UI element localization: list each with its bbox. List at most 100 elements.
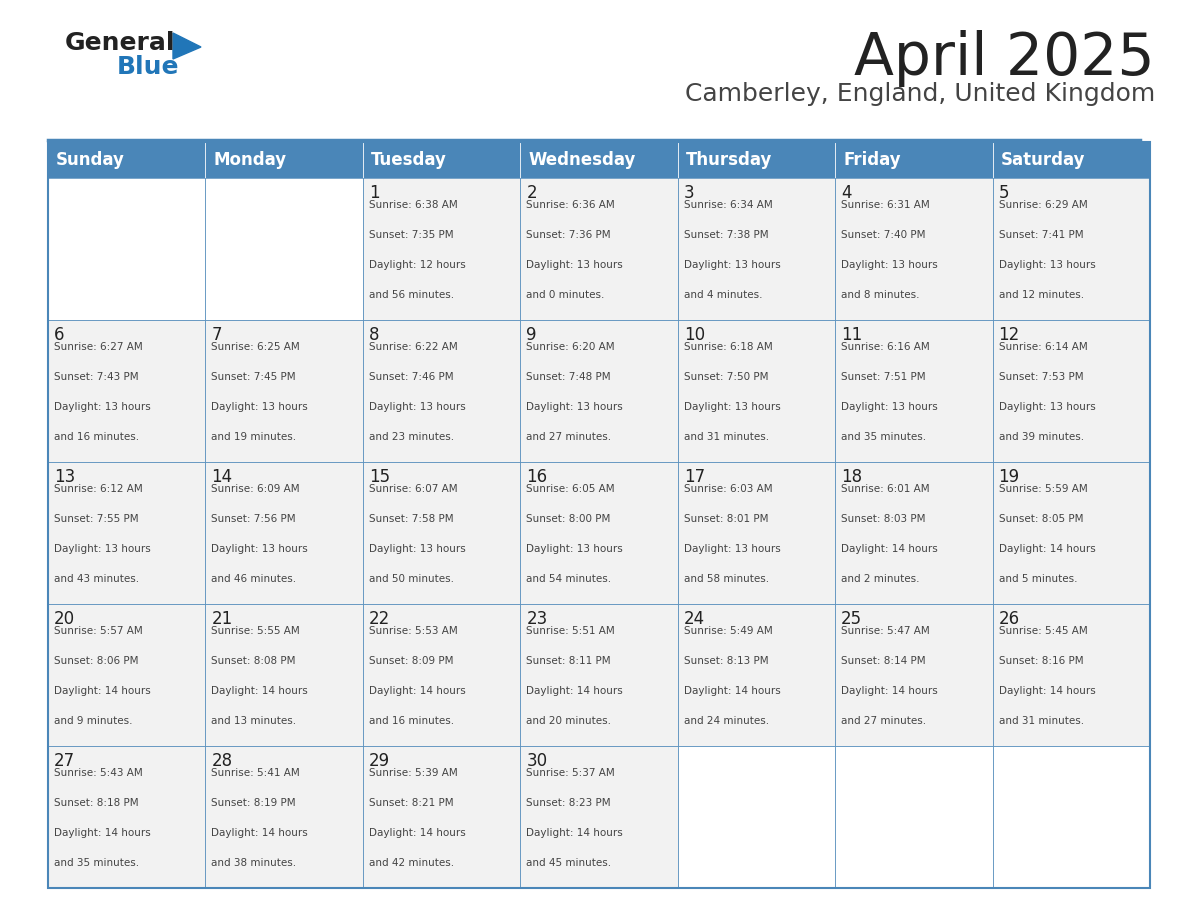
Text: and 23 minutes.: and 23 minutes. [368, 432, 454, 442]
Bar [835, 746, 992, 888]
Text: Sunrise: 6:27 AM: Sunrise: 6:27 AM [53, 342, 143, 352]
Bar [677, 604, 835, 746]
Text: and 27 minutes.: and 27 minutes. [841, 716, 927, 726]
Text: Sunset: 7:53 PM: Sunset: 7:53 PM [999, 372, 1083, 382]
Text: Sunset: 8:01 PM: Sunset: 8:01 PM [684, 514, 769, 524]
Text: Sunset: 7:48 PM: Sunset: 7:48 PM [526, 372, 611, 382]
Text: Sunrise: 6:22 AM: Sunrise: 6:22 AM [368, 342, 457, 352]
Text: Sunrise: 5:37 AM: Sunrise: 5:37 AM [526, 768, 615, 778]
Text: Camberley, England, United Kingdom: Camberley, England, United Kingdom [684, 82, 1155, 106]
Text: Friday: Friday [843, 151, 901, 169]
Text: and 39 minutes.: and 39 minutes. [999, 432, 1083, 442]
Text: Sunrise: 5:45 AM: Sunrise: 5:45 AM [999, 626, 1087, 636]
Bar [48, 746, 206, 888]
Text: Sunrise: 6:03 AM: Sunrise: 6:03 AM [684, 484, 772, 494]
Text: Sunset: 7:35 PM: Sunset: 7:35 PM [368, 230, 454, 240]
Text: and 16 minutes.: and 16 minutes. [368, 716, 454, 726]
Text: General: General [65, 31, 176, 55]
Bar [206, 462, 362, 604]
Text: 2: 2 [526, 184, 537, 202]
Text: Sunrise: 6:14 AM: Sunrise: 6:14 AM [999, 342, 1087, 352]
Text: Sunrise: 5:57 AM: Sunrise: 5:57 AM [53, 626, 143, 636]
Text: 28: 28 [211, 752, 233, 770]
Bar [362, 604, 520, 746]
Text: 19: 19 [999, 468, 1019, 486]
Text: 24: 24 [684, 610, 704, 628]
Text: Sunrise: 6:20 AM: Sunrise: 6:20 AM [526, 342, 615, 352]
Text: 23: 23 [526, 610, 548, 628]
Text: Daylight: 14 hours: Daylight: 14 hours [211, 686, 308, 696]
Text: Sunrise: 6:36 AM: Sunrise: 6:36 AM [526, 200, 615, 210]
Text: Sunset: 7:55 PM: Sunset: 7:55 PM [53, 514, 139, 524]
Text: Daylight: 14 hours: Daylight: 14 hours [53, 686, 151, 696]
Bar [48, 320, 206, 462]
Bar [48, 142, 1150, 888]
Text: Monday: Monday [214, 151, 286, 169]
Bar [48, 462, 206, 604]
Text: and 56 minutes.: and 56 minutes. [368, 290, 454, 300]
Text: Sunrise: 6:31 AM: Sunrise: 6:31 AM [841, 200, 930, 210]
Text: Daylight: 13 hours: Daylight: 13 hours [368, 402, 466, 412]
Text: and 35 minutes.: and 35 minutes. [841, 432, 927, 442]
Text: Daylight: 13 hours: Daylight: 13 hours [841, 402, 937, 412]
Text: Sunrise: 6:05 AM: Sunrise: 6:05 AM [526, 484, 615, 494]
Text: 3: 3 [684, 184, 694, 202]
Text: 29: 29 [368, 752, 390, 770]
Bar [992, 142, 1150, 178]
Bar [520, 142, 677, 178]
Text: 25: 25 [841, 610, 862, 628]
Bar [206, 746, 362, 888]
Text: Daylight: 14 hours: Daylight: 14 hours [211, 828, 308, 838]
Bar [48, 142, 206, 178]
Text: Sunrise: 6:01 AM: Sunrise: 6:01 AM [841, 484, 930, 494]
Text: Daylight: 14 hours: Daylight: 14 hours [368, 686, 466, 696]
Bar [362, 746, 520, 888]
Text: 8: 8 [368, 326, 379, 344]
Text: Sunset: 8:21 PM: Sunset: 8:21 PM [368, 798, 454, 808]
Bar [992, 178, 1150, 320]
Bar [206, 142, 362, 178]
Text: Wednesday: Wednesday [529, 151, 636, 169]
Text: Sunday: Sunday [56, 151, 125, 169]
Bar [835, 178, 992, 320]
Text: 10: 10 [684, 326, 704, 344]
Text: Sunrise: 6:18 AM: Sunrise: 6:18 AM [684, 342, 772, 352]
Bar [206, 178, 362, 320]
Text: Sunset: 7:58 PM: Sunset: 7:58 PM [368, 514, 454, 524]
Bar [677, 462, 835, 604]
Bar [48, 604, 206, 746]
Text: Daylight: 13 hours: Daylight: 13 hours [684, 544, 781, 554]
Bar [835, 142, 992, 178]
Bar [520, 462, 677, 604]
Text: Sunset: 8:08 PM: Sunset: 8:08 PM [211, 656, 296, 666]
Text: Sunrise: 5:49 AM: Sunrise: 5:49 AM [684, 626, 772, 636]
Bar [992, 746, 1150, 888]
Text: Sunrise: 5:43 AM: Sunrise: 5:43 AM [53, 768, 143, 778]
Bar [520, 604, 677, 746]
Text: Daylight: 13 hours: Daylight: 13 hours [526, 544, 623, 554]
Text: 30: 30 [526, 752, 548, 770]
Text: and 58 minutes.: and 58 minutes. [684, 574, 769, 584]
Text: Daylight: 13 hours: Daylight: 13 hours [684, 402, 781, 412]
Bar [677, 746, 835, 888]
Text: and 16 minutes.: and 16 minutes. [53, 432, 139, 442]
Bar [520, 178, 677, 320]
Text: Daylight: 13 hours: Daylight: 13 hours [211, 544, 308, 554]
Text: Sunset: 8:03 PM: Sunset: 8:03 PM [841, 514, 925, 524]
Polygon shape [173, 33, 201, 59]
Bar [520, 320, 677, 462]
Text: Daylight: 14 hours: Daylight: 14 hours [526, 828, 623, 838]
Text: Sunrise: 6:16 AM: Sunrise: 6:16 AM [841, 342, 930, 352]
Text: Sunset: 8:13 PM: Sunset: 8:13 PM [684, 656, 769, 666]
Text: Sunset: 8:19 PM: Sunset: 8:19 PM [211, 798, 296, 808]
Text: and 8 minutes.: and 8 minutes. [841, 290, 920, 300]
Text: and 43 minutes.: and 43 minutes. [53, 574, 139, 584]
Text: and 46 minutes.: and 46 minutes. [211, 574, 297, 584]
Text: Daylight: 14 hours: Daylight: 14 hours [526, 686, 623, 696]
Text: 4: 4 [841, 184, 852, 202]
Text: Sunset: 7:41 PM: Sunset: 7:41 PM [999, 230, 1083, 240]
Text: and 13 minutes.: and 13 minutes. [211, 716, 297, 726]
Bar [992, 604, 1150, 746]
Text: Sunset: 7:50 PM: Sunset: 7:50 PM [684, 372, 769, 382]
Text: Daylight: 13 hours: Daylight: 13 hours [368, 544, 466, 554]
